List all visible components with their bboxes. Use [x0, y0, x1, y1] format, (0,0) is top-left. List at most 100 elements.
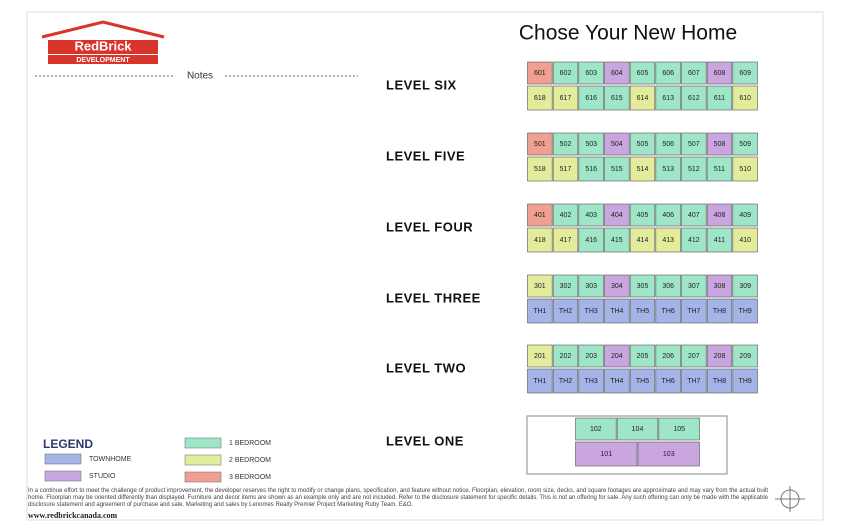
unit — [681, 61, 707, 85]
disclaimer: In a continue effort to meet the challen… — [28, 488, 768, 508]
unit — [655, 156, 681, 182]
unit-label: 405 — [637, 212, 649, 219]
unit-label: 510 — [739, 166, 751, 173]
unit-label: 417 — [560, 237, 572, 244]
unit — [578, 85, 604, 111]
unit — [552, 344, 579, 368]
unit-label: 508 — [714, 141, 726, 148]
legend-label: 1 BEDROOM — [229, 440, 271, 447]
unit-label: 103 — [663, 451, 675, 458]
unit — [527, 61, 553, 85]
unit-label: 505 — [637, 141, 649, 148]
unit-label: 410 — [739, 237, 751, 244]
unit — [732, 85, 758, 111]
unit-label: 517 — [560, 166, 572, 173]
unit — [527, 132, 553, 156]
unit — [629, 61, 656, 85]
unit-label: 509 — [739, 141, 751, 148]
unit-label: TH5 — [636, 308, 649, 315]
unit — [604, 203, 630, 227]
unit — [604, 85, 630, 111]
unit — [578, 203, 604, 227]
unit-label: 306 — [662, 283, 674, 290]
unit — [604, 227, 630, 253]
unit-label: TH5 — [636, 378, 649, 385]
unit — [655, 368, 681, 394]
unit-label: 205 — [637, 353, 649, 360]
notes-label: Notes — [187, 71, 213, 82]
unit-label: 302 — [560, 283, 572, 290]
unit — [578, 298, 604, 324]
unit-label: TH9 — [739, 378, 752, 385]
unit — [732, 274, 758, 298]
unit-label: 305 — [637, 283, 649, 290]
unit-label: TH1 — [533, 308, 546, 315]
unit — [706, 368, 733, 394]
unit — [681, 298, 707, 324]
unit-label: TH8 — [713, 378, 726, 385]
unit-label: 601 — [534, 70, 546, 77]
unit-label: 203 — [585, 353, 597, 360]
unit — [706, 344, 733, 368]
level-name: LEVEL FOUR — [386, 219, 473, 234]
unit — [604, 368, 630, 394]
unit — [552, 61, 579, 85]
unit-label: 609 — [739, 70, 751, 77]
unit — [527, 344, 553, 368]
unit — [706, 203, 733, 227]
unit — [527, 203, 553, 227]
legend-title: LEGEND — [43, 437, 93, 451]
level-name: LEVEL FIVE — [386, 148, 465, 163]
unit — [655, 344, 681, 368]
unit-label: 201 — [534, 353, 546, 360]
unit — [732, 368, 758, 394]
unit — [578, 156, 604, 182]
unit-label: 209 — [739, 353, 751, 360]
unit-label: 615 — [611, 95, 623, 102]
unit — [706, 156, 733, 182]
border — [26, 11, 824, 521]
unit-label: 401 — [534, 212, 546, 219]
unit — [527, 156, 553, 182]
unit — [655, 61, 681, 85]
unit-label: 610 — [739, 95, 751, 102]
logo-band — [48, 40, 158, 54]
unit — [552, 274, 579, 298]
unit-label: 408 — [714, 212, 726, 219]
unit-label: 303 — [585, 283, 597, 290]
unit-label: 514 — [637, 166, 649, 173]
unit-label: 414 — [637, 237, 649, 244]
unit — [681, 274, 707, 298]
level-name: LEVEL ONE — [386, 433, 464, 448]
unit-label: 608 — [714, 70, 726, 77]
unit-label: 611 — [714, 95, 725, 102]
unit — [706, 274, 733, 298]
unit — [552, 132, 579, 156]
unit-label: 402 — [560, 212, 572, 219]
unit-label: TH2 — [559, 378, 572, 385]
unit — [655, 298, 681, 324]
unit-label: 603 — [585, 70, 597, 77]
unit-label: 518 — [534, 166, 546, 173]
unit — [732, 61, 758, 85]
unit — [552, 227, 579, 253]
unit-label: 416 — [585, 237, 597, 244]
unit — [604, 156, 630, 182]
unit — [604, 298, 630, 324]
unit-label: 513 — [662, 166, 674, 173]
unit-label: 501 — [534, 141, 546, 148]
legend-swatch — [184, 454, 222, 466]
unit — [578, 274, 604, 298]
unit-label: TH4 — [610, 308, 623, 315]
level-name: LEVEL THREE — [386, 290, 481, 305]
unit — [732, 344, 758, 368]
unit — [706, 61, 733, 85]
unit-label: TH4 — [610, 378, 623, 385]
unit-label: 301 — [534, 283, 546, 290]
unit — [655, 274, 681, 298]
unit — [629, 85, 656, 111]
unit — [629, 274, 656, 298]
unit-label: 104 — [632, 426, 644, 433]
unit — [578, 132, 604, 156]
unit-label: 504 — [611, 141, 623, 148]
